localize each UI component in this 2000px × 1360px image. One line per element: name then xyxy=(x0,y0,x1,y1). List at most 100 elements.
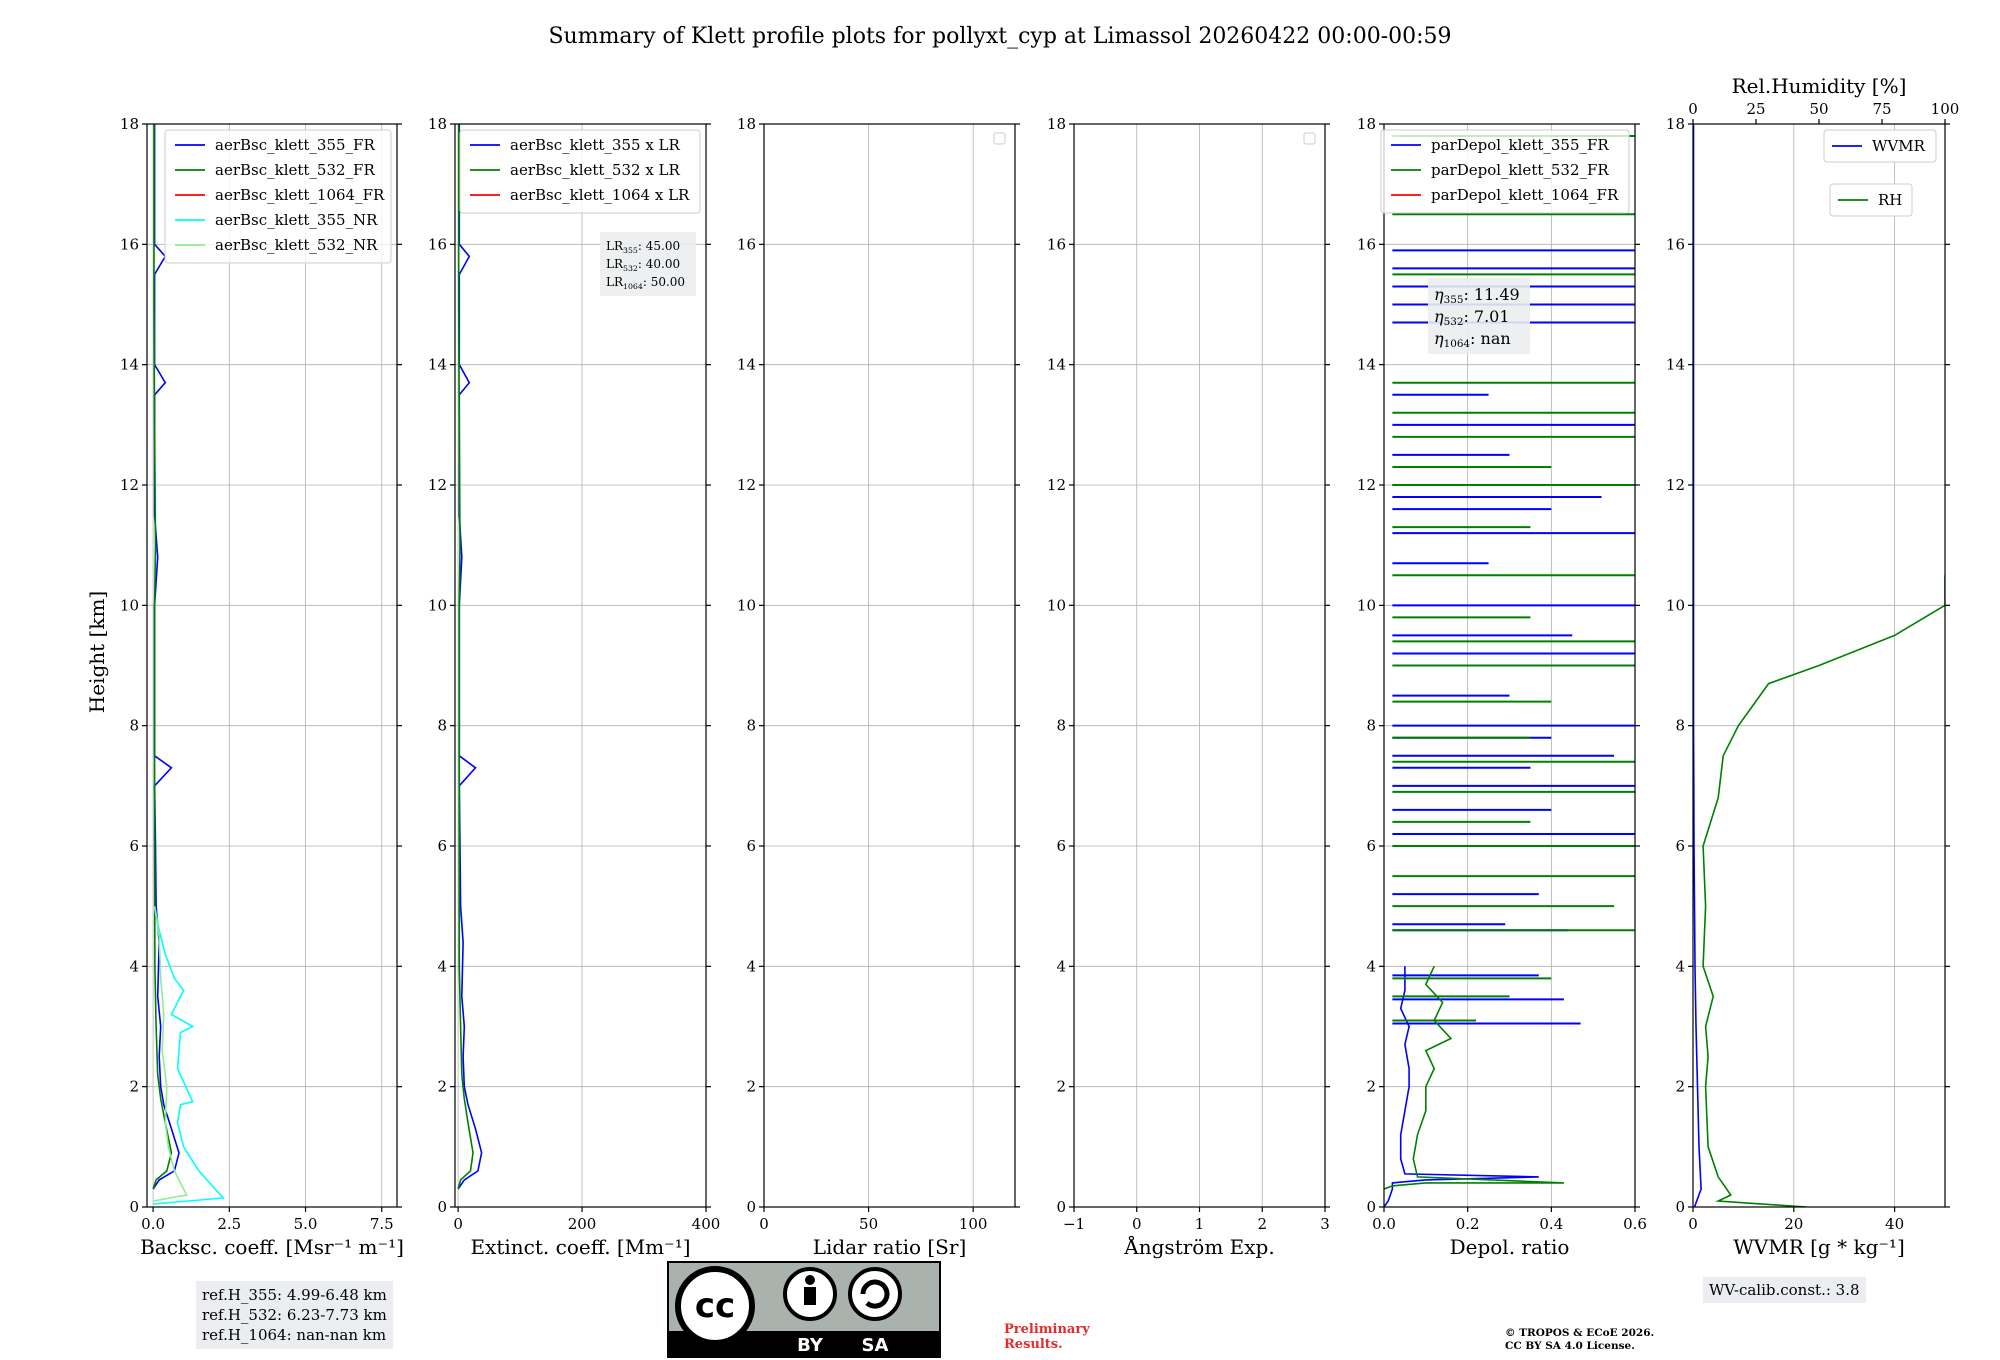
annotation-value: : 11.49 xyxy=(1463,285,1519,304)
top-xtick-label: 50 xyxy=(1809,100,1828,118)
annotation-line-depol: η355: 11.49 xyxy=(1434,285,1520,306)
annotation-subscript: 532 xyxy=(623,264,638,273)
annotation-subscript: 1064 xyxy=(1444,338,1471,350)
ref-height-532: ref.H_532: 6.23-7.73 km xyxy=(202,1306,387,1324)
ytick-label: 12 xyxy=(737,476,756,494)
xtick-label: 0 xyxy=(453,1215,463,1233)
xaxis-label-backscatter: Backsc. coeff. [Msr⁻¹ m⁻¹] xyxy=(140,1235,404,1259)
ytick-label: 18 xyxy=(1666,115,1685,133)
ytick-label: 4 xyxy=(746,957,756,975)
legend-label-aerBsc_klett_355 x LR: aerBsc_klett_355 x LR xyxy=(510,136,681,154)
xtick-label: 0.2 xyxy=(1456,1215,1480,1233)
xtick-label: 200 xyxy=(568,1215,597,1233)
ytick-label: 4 xyxy=(129,957,139,975)
xtick-label: 20 xyxy=(1784,1215,1803,1233)
ytick-label: 18 xyxy=(120,115,139,133)
axes-frame-depol xyxy=(1383,123,1636,1208)
xtick-label: 0.0 xyxy=(141,1215,165,1233)
ytick-label: 14 xyxy=(737,356,756,374)
series-line-aerBsc_klett_532 x LR xyxy=(457,124,474,1190)
legend-frame-depol xyxy=(1380,129,1630,214)
ytick-label: 8 xyxy=(1366,717,1376,735)
top-xtick-label: 100 xyxy=(1931,100,1960,118)
ytick-label: 0 xyxy=(1366,1198,1376,1216)
ytick-label: 6 xyxy=(129,837,139,855)
top-xtick-label: 0 xyxy=(1688,100,1698,118)
ytick-label: 6 xyxy=(746,837,756,855)
data-extinction xyxy=(457,124,483,1190)
xtick-label: −1 xyxy=(1063,1215,1085,1233)
ytick-label: 8 xyxy=(746,717,756,735)
figure-title: Summary of Klett profile plots for polly… xyxy=(548,24,1451,49)
annotation-value: : 50.00 xyxy=(643,275,685,289)
ytick-label: 12 xyxy=(1047,476,1066,494)
by-person-head xyxy=(805,1275,815,1285)
ytick-label: 2 xyxy=(1675,1078,1685,1096)
ytick-label: 10 xyxy=(120,596,139,614)
series-line-parDepol_klett_532_FR xyxy=(1384,965,1564,1190)
ytick-label: 2 xyxy=(1056,1078,1066,1096)
xtick-label: 400 xyxy=(692,1215,721,1233)
series-line-aerBsc_klett_532_NR xyxy=(152,906,188,1202)
ytick-label: 0 xyxy=(1056,1198,1066,1216)
legend-label-aerBsc_klett_355_FR: aerBsc_klett_355_FR xyxy=(215,136,375,154)
wv-calib-text: WV-calib.const.: 3.8 xyxy=(1709,1281,1860,1299)
ytick-label: 12 xyxy=(1357,476,1376,494)
ytick-label: 14 xyxy=(1666,356,1685,374)
copyright-note: © TROPOS & ECoE 2026. CC BY SA 4.0 Licen… xyxy=(1505,1327,1654,1353)
xtick-label: 0.4 xyxy=(1539,1215,1563,1233)
legend-label-aerBsc_klett_355_NR: aerBsc_klett_355_NR xyxy=(215,211,378,229)
ytick-label: 16 xyxy=(120,235,139,253)
legend-frame-WVMR xyxy=(1823,129,1937,163)
ytick-label: 6 xyxy=(437,837,447,855)
copyright-line-1: © TROPOS & ECoE 2026. xyxy=(1505,1327,1655,1339)
by-label: BY xyxy=(797,1335,824,1356)
ref-height-1064: ref.H_1064: nan-nan km xyxy=(202,1326,387,1344)
annotation-value: : 7.01 xyxy=(1463,307,1509,326)
data-backscatter xyxy=(152,124,225,1205)
ytick-label: 2 xyxy=(437,1078,447,1096)
cc-icon xyxy=(675,1266,755,1346)
ytick-label: 14 xyxy=(428,356,447,374)
ytick-label: 0 xyxy=(129,1198,139,1216)
ytick-label: 10 xyxy=(1666,596,1685,614)
legend-frame-backscatter xyxy=(164,129,392,264)
ytick-label: 8 xyxy=(1675,717,1685,735)
sa-share-alike-icon xyxy=(848,1267,902,1321)
ytick-label: 2 xyxy=(1366,1078,1376,1096)
xtick-label: 100 xyxy=(959,1215,988,1233)
annotation-value: : 45.00 xyxy=(638,239,680,253)
legend-frame-extinction xyxy=(459,129,701,214)
sa-label: SA xyxy=(862,1335,889,1356)
annotation-value: : nan xyxy=(1470,329,1511,348)
ytick-label: 12 xyxy=(120,476,139,494)
legend-label-aerBsc_klett_532_NR: aerBsc_klett_532_NR xyxy=(215,236,378,254)
ytick-label: 4 xyxy=(1366,957,1376,975)
ytick-label: 4 xyxy=(1056,957,1066,975)
legend-frame-RH xyxy=(1829,183,1913,217)
top-xaxis-label-rh: Rel.Humidity [%] xyxy=(1732,74,1907,98)
annotation-line-depol: η532: 7.01 xyxy=(1434,307,1510,328)
ytick-label: 0 xyxy=(1675,1198,1685,1216)
xtick-label: 50 xyxy=(859,1215,878,1233)
panel-backscatter: 0 2 4 6 8 10 12 14 16 18 0.0 2.5 5.0 7.5 Backsc. coeff… xyxy=(120,115,404,1259)
xtick-label: 0.6 xyxy=(1623,1215,1647,1233)
annotation-symbol: η xyxy=(1434,307,1444,326)
data-wvmr xyxy=(1693,124,1945,1207)
ytick-label: 8 xyxy=(1056,717,1066,735)
legend-label-WVMR: WVMR xyxy=(1872,137,1926,155)
xtick-label: 0 xyxy=(759,1215,769,1233)
ytick-label: 14 xyxy=(1357,356,1376,374)
ytick-label: 0 xyxy=(746,1198,756,1216)
legend-label-parDepol_klett_532_FR: parDepol_klett_532_FR xyxy=(1431,161,1609,179)
annotation-line-depol: η1064: nan xyxy=(1434,329,1511,350)
axes-frame-lidar-ratio xyxy=(763,123,1016,1208)
annotation-subscript: 355 xyxy=(1444,294,1464,306)
axes-frame-backscatter xyxy=(146,123,398,1208)
ytick-label: 16 xyxy=(1047,235,1066,253)
ytick-label: 2 xyxy=(129,1078,139,1096)
series-line-aerBsc_klett_355 x LR xyxy=(457,124,483,1190)
ytick-label: 12 xyxy=(428,476,447,494)
